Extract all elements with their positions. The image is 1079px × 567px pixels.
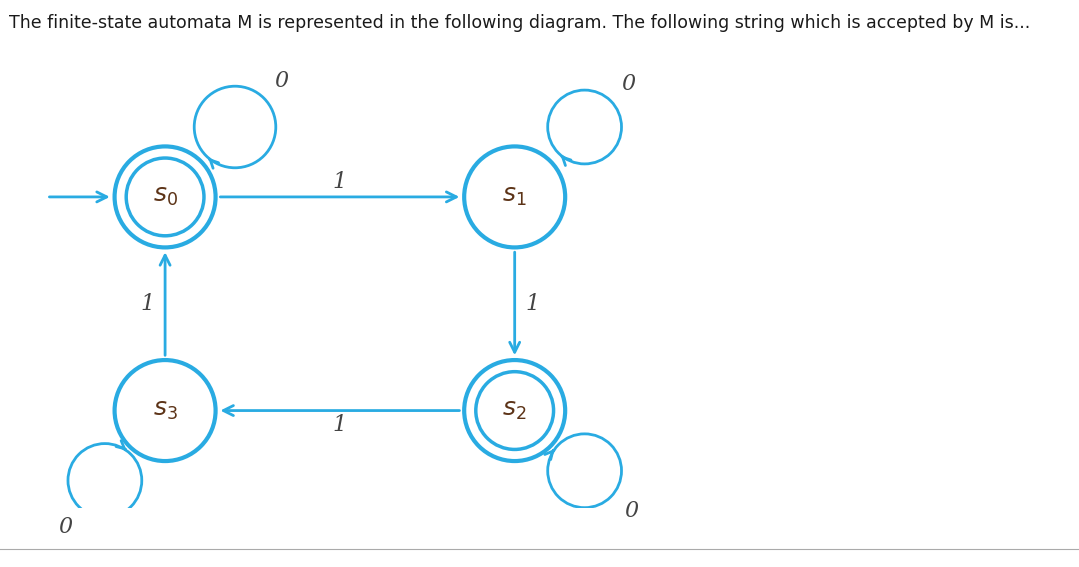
Circle shape: [464, 146, 565, 247]
Text: 0: 0: [274, 70, 288, 92]
Text: 1: 1: [332, 414, 347, 436]
Text: $s_2$: $s_2$: [503, 399, 527, 422]
Text: 1: 1: [525, 293, 540, 315]
Text: 0: 0: [620, 73, 634, 95]
Text: The finite-state automata M is represented in the following diagram. The followi: The finite-state automata M is represent…: [9, 14, 1029, 32]
Circle shape: [114, 360, 216, 461]
Text: 1: 1: [140, 293, 154, 315]
Text: $s_0$: $s_0$: [152, 185, 178, 209]
Text: 0: 0: [624, 500, 638, 522]
Text: 1: 1: [332, 171, 347, 193]
Text: 0: 0: [58, 516, 72, 538]
Text: $s_3$: $s_3$: [153, 399, 177, 422]
Text: $s_1$: $s_1$: [503, 185, 527, 209]
Circle shape: [464, 360, 565, 461]
Circle shape: [114, 146, 216, 247]
